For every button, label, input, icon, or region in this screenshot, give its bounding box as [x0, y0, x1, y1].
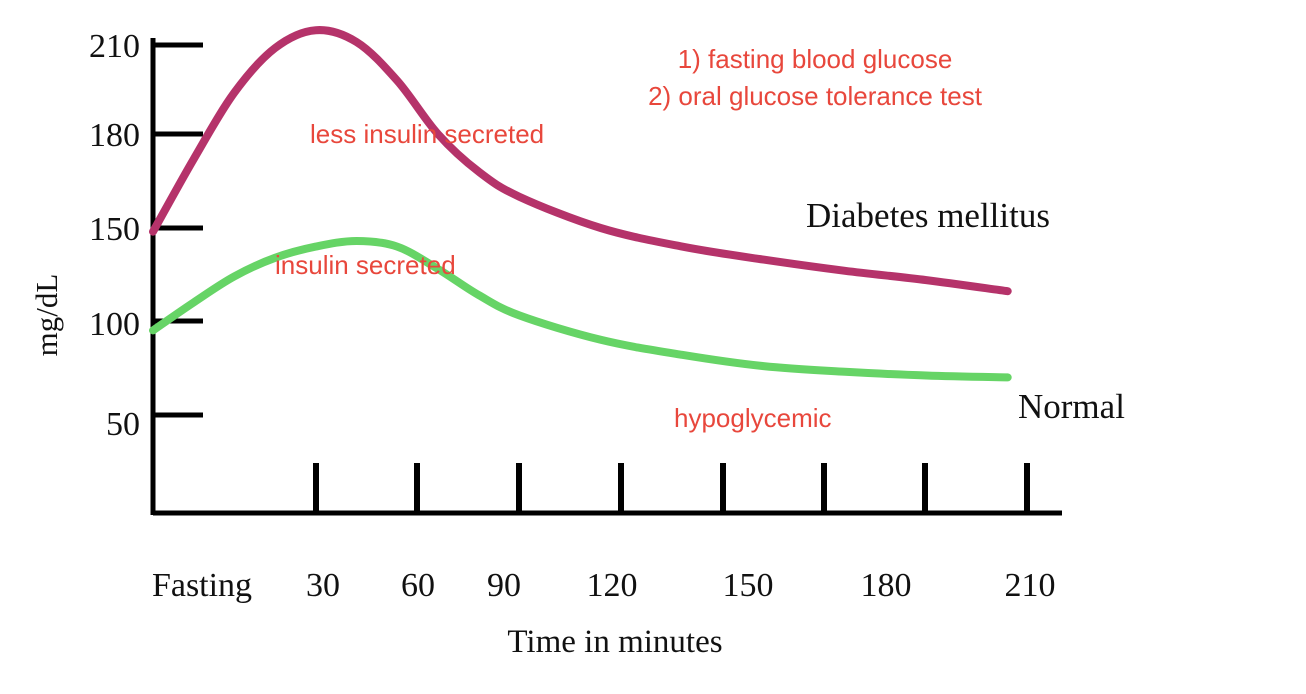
series-line-normal [149, 236, 1012, 382]
series-layer [149, 26, 1012, 382]
y-tick-label: 150 [89, 211, 140, 248]
annotation-insulin-secreted: insulin secreted [275, 250, 456, 280]
x-tick-label: 30 [306, 567, 340, 604]
series-line-diabetes [149, 26, 1012, 296]
annotation-less-insulin: less insulin secreted [310, 119, 544, 149]
y-tick-label: 210 [89, 28, 140, 65]
y-tick-label: 180 [89, 117, 140, 154]
x-tick-label: Fasting [152, 567, 252, 604]
x-tick-label: 150 [723, 567, 774, 604]
series-label-diabetes: Diabetes mellitus [806, 196, 1050, 235]
annotation-test2: 2) oral glucose tolerance test [648, 81, 983, 111]
y-axis-label: mg/dL [29, 274, 64, 357]
series-label-normal: Normal [1018, 387, 1125, 426]
x-tick-label: 60 [401, 567, 435, 604]
x-tick-label: 210 [1005, 567, 1056, 604]
x-axis-label: Time in minutes [507, 624, 722, 660]
x-ticks: Fasting 30 60 90 120 150 180 210 [152, 463, 1056, 604]
x-tick-label: 180 [861, 567, 912, 604]
y-tick-label: 50 [106, 406, 140, 443]
y-ticks: 210 180 150 100 50 [89, 28, 203, 443]
annotation-test1: 1) fasting blood glucose [678, 44, 953, 74]
x-tick-label: 90 [487, 567, 521, 604]
x-tick-label: 120 [587, 567, 638, 604]
y-tick-label: 100 [89, 306, 140, 343]
annotation-hypoglycemic: hypoglycemic [674, 403, 832, 433]
